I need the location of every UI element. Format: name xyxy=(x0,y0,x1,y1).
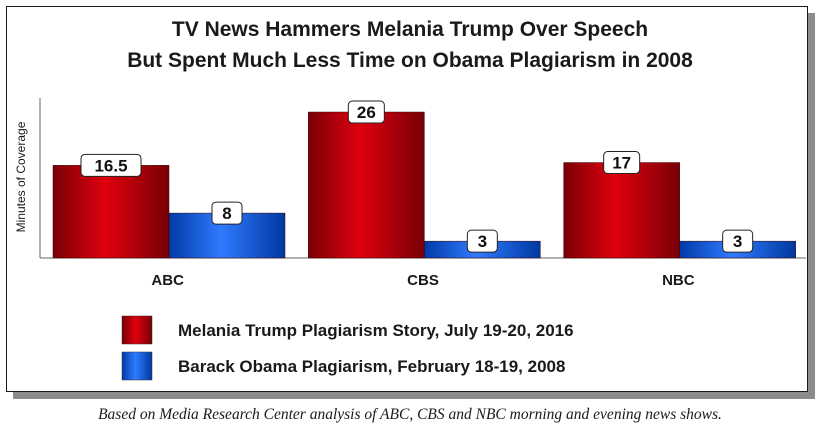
legend-swatch-series-1 xyxy=(121,315,153,345)
data-label-cbs-series-2: 3 xyxy=(466,229,498,253)
data-label-cbs-series-1: 26 xyxy=(347,100,385,124)
bar-cbs-series-1 xyxy=(308,111,425,259)
data-label-box xyxy=(211,201,243,225)
data-label-text: 8 xyxy=(222,204,231,223)
data-label-box xyxy=(722,229,754,253)
data-label-box xyxy=(80,153,142,177)
legend-label-series-2: Barack Obama Plagiarism, February 18-19,… xyxy=(178,357,565,376)
y-axis-label: Minutes of Coverage xyxy=(14,121,28,232)
data-label-nbc-series-1: 17 xyxy=(603,151,641,175)
data-label-text: 17 xyxy=(612,154,631,173)
data-label-box xyxy=(347,100,385,124)
data-label-box xyxy=(466,229,498,253)
bar-nbc-series-1 xyxy=(563,162,680,259)
legend-swatch-series-2 xyxy=(121,351,153,381)
data-label-text: 3 xyxy=(733,232,742,251)
x-tick-label-cbs: CBS xyxy=(407,272,439,289)
footnote: Based on Media Research Center analysis … xyxy=(98,406,722,423)
data-label-abc-series-2: 8 xyxy=(211,201,243,225)
x-tick-label-nbc: NBC xyxy=(662,272,695,289)
chart-title: TV News Hammers Melania Trump Over Speec… xyxy=(10,14,810,76)
data-label-text: 3 xyxy=(478,232,487,251)
chart-title-line-2: But Spent Much Less Time on Obama Plagia… xyxy=(127,49,693,72)
bar-chart: Minutes of Coverage 16.5 8 ABC 26 3 CBS 17 3 NBC… xyxy=(14,98,806,381)
data-label-text: 16.5 xyxy=(94,156,127,175)
data-label-nbc-series-2: 3 xyxy=(722,229,754,253)
legend-label-series-1: Melania Trump Plagiarism Story, July 19-… xyxy=(178,321,574,340)
data-label-text: 26 xyxy=(357,103,376,122)
data-label-abc-series-1: 16.5 xyxy=(80,153,142,177)
x-tick-label-abc: ABC xyxy=(151,272,184,289)
bar-abc-series-1 xyxy=(52,165,170,259)
chart-title-line-1: TV News Hammers Melania Trump Over Speec… xyxy=(171,18,649,41)
data-label-box xyxy=(603,151,641,175)
